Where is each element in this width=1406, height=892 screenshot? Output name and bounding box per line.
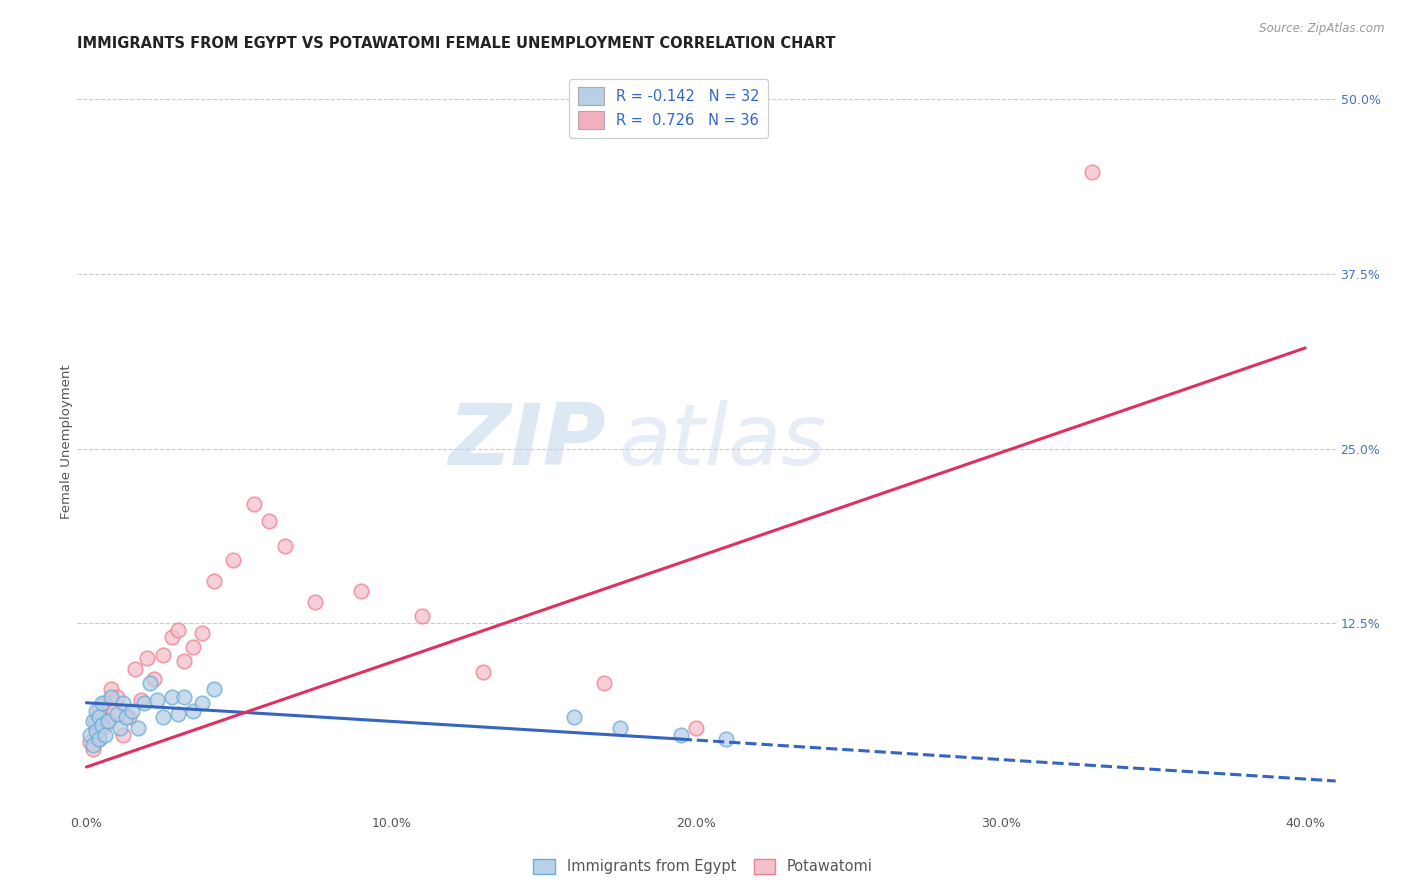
Point [112, 696, 135, 710]
Point [105, 706, 128, 721]
Legend: R = -0.142   N = 32, R =  0.726   N = 36: R = -0.142 N = 32, R = 0.726 N = 36 [569, 78, 768, 137]
Point [259, 514, 281, 528]
Point [90, 696, 112, 710]
Point [94, 728, 117, 742]
Point [105, 690, 128, 705]
Point [87, 710, 110, 724]
Point [1081, 165, 1104, 179]
Point [222, 553, 245, 567]
Point [160, 690, 183, 705]
Point [243, 497, 266, 511]
Point [84, 723, 107, 738]
Point [181, 704, 204, 718]
Y-axis label: Female Unemployment: Female Unemployment [59, 364, 73, 519]
Point [118, 710, 141, 724]
Point [173, 690, 195, 705]
Point [112, 728, 135, 742]
Point [152, 710, 174, 724]
Point [350, 584, 373, 599]
Point [82, 742, 104, 756]
Point [593, 676, 616, 690]
Point [108, 721, 131, 735]
Point [131, 693, 153, 707]
Point [204, 574, 226, 589]
Point [181, 640, 204, 654]
Point [191, 696, 214, 710]
Point [87, 704, 110, 718]
Point [669, 728, 692, 742]
Point [152, 648, 174, 663]
Point [191, 626, 214, 640]
Point [124, 662, 146, 676]
Point [82, 714, 104, 728]
Text: atlas: atlas [619, 400, 827, 483]
Point [304, 595, 326, 609]
Point [136, 651, 159, 665]
Point [145, 693, 167, 707]
Point [103, 704, 125, 718]
Text: IMMIGRANTS FROM EGYPT VS POTAWATOMI FEMALE UNEMPLOYMENT CORRELATION CHART: IMMIGRANTS FROM EGYPT VS POTAWATOMI FEMA… [77, 36, 835, 51]
Point [100, 681, 122, 696]
Point [716, 732, 738, 747]
Point [562, 710, 585, 724]
Point [685, 721, 707, 735]
Point [97, 714, 120, 728]
Point [115, 710, 138, 724]
Point [87, 732, 110, 747]
Point [79, 728, 101, 742]
Point [84, 714, 107, 728]
Point [97, 714, 120, 728]
Legend: Immigrants from Egypt, Potawatomi: Immigrants from Egypt, Potawatomi [527, 853, 879, 880]
Point [167, 623, 190, 637]
Point [82, 738, 104, 752]
Point [134, 696, 156, 710]
Point [90, 718, 112, 732]
Point [90, 721, 112, 735]
Point [127, 721, 149, 735]
Point [273, 539, 295, 553]
Point [79, 735, 101, 749]
Point [87, 732, 110, 747]
Point [204, 681, 226, 696]
Point [84, 723, 107, 738]
Point [471, 665, 494, 679]
Point [411, 609, 433, 624]
Text: ZIP: ZIP [449, 400, 606, 483]
Point [94, 696, 117, 710]
Point [160, 630, 183, 644]
Point [142, 672, 165, 686]
Point [121, 704, 143, 718]
Point [100, 690, 122, 705]
Point [84, 704, 107, 718]
Point [167, 706, 190, 721]
Point [609, 721, 631, 735]
Text: Source: ZipAtlas.com: Source: ZipAtlas.com [1260, 22, 1385, 36]
Point [139, 676, 162, 690]
Point [173, 654, 195, 668]
